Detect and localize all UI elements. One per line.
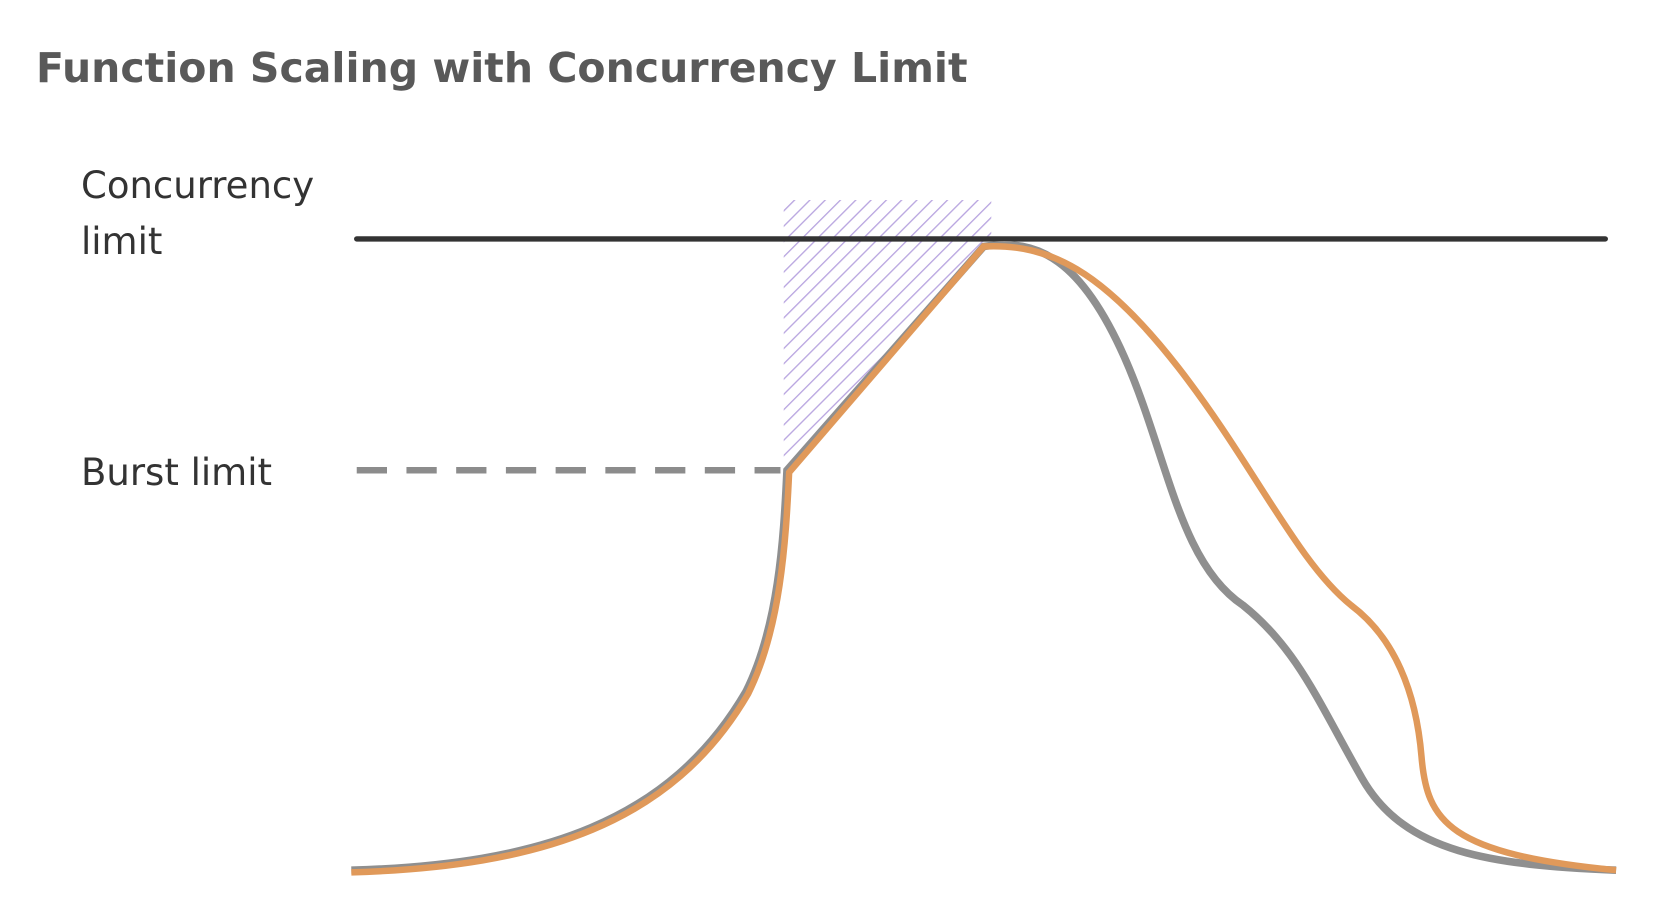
actual-curve — [351, 242, 1617, 876]
title: Function Scaling with Concurrency Limit — [36, 44, 968, 92]
concurrency-limit-label: Concurrency limit — [81, 164, 315, 263]
throttled-area — [783, 199, 992, 471]
burst-limit-label: Burst limit — [81, 451, 272, 494]
drawing — [351, 199, 1617, 876]
